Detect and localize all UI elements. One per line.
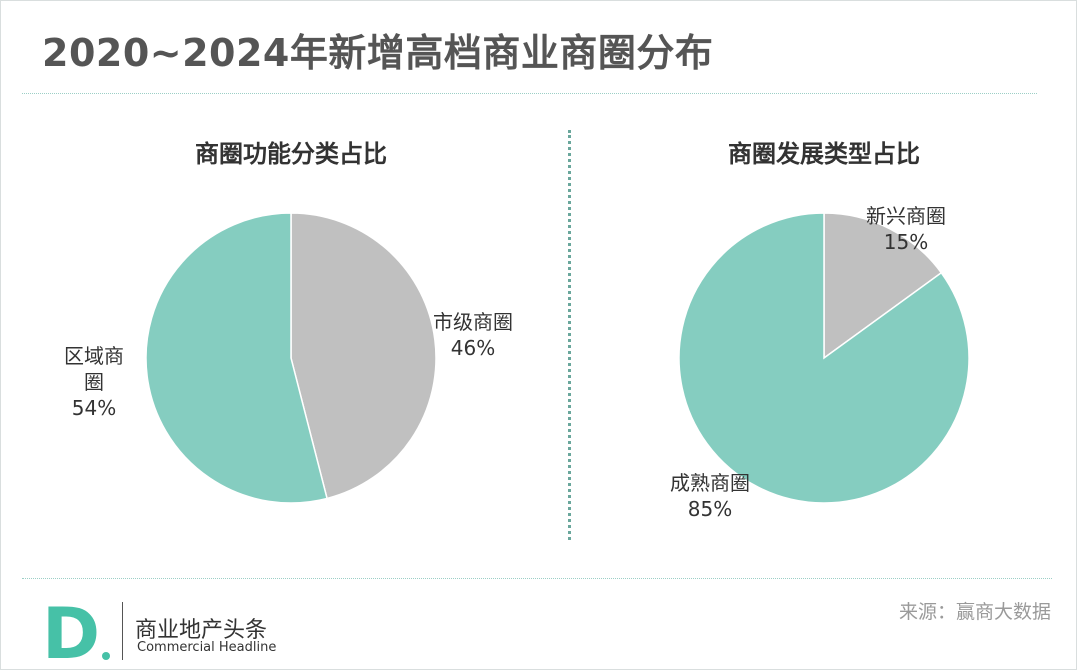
slice-label-emerging-name: 新兴商圈 [866,204,946,228]
brand-logo-letter: D [42,598,100,664]
title-divider [22,93,1037,94]
footer-divider [22,578,1052,579]
slice-label-city-name: 市级商圈 [433,310,513,334]
slice-city [290,212,437,500]
brand-divider [122,602,123,660]
slice-label-district-name-line1: 区域商 [64,344,124,368]
slice-label-district: 区域商 圈 54% [64,343,124,421]
brand-subtitle: Commercial Headline [137,640,277,655]
chart-divider [568,130,571,540]
chart-title-right: 商圈发展类型占比 [728,140,920,168]
slice-label-emerging-value: 15% [883,230,929,254]
source-note: 来源：赢商大数据 [898,601,1051,623]
slice-label-mature-name: 成熟商圈 [670,471,750,495]
slice-label-city-value: 46% [450,336,496,360]
slice-mature [678,212,970,504]
brand-logo-dot [102,652,110,660]
slice-label-district-value: 54% [71,396,117,420]
slice-label-mature-value: 85% [687,497,733,521]
slice-label-city: 市级商圈 46% [433,309,513,361]
slice-district [145,212,328,504]
slice-label-mature: 成熟商圈 85% [670,470,750,522]
brand-name: 商业地产头条 [135,618,268,643]
chart-title-left: 商圈功能分类占比 [195,140,387,168]
page-title: 2020~2024年新增高档商业商圈分布 [42,31,714,75]
slice-label-emerging: 新兴商圈 15% [866,203,946,255]
brand-logo: D [42,598,110,664]
slice-label-district-name-line2: 圈 [84,370,104,394]
slice-emerging [823,212,943,360]
